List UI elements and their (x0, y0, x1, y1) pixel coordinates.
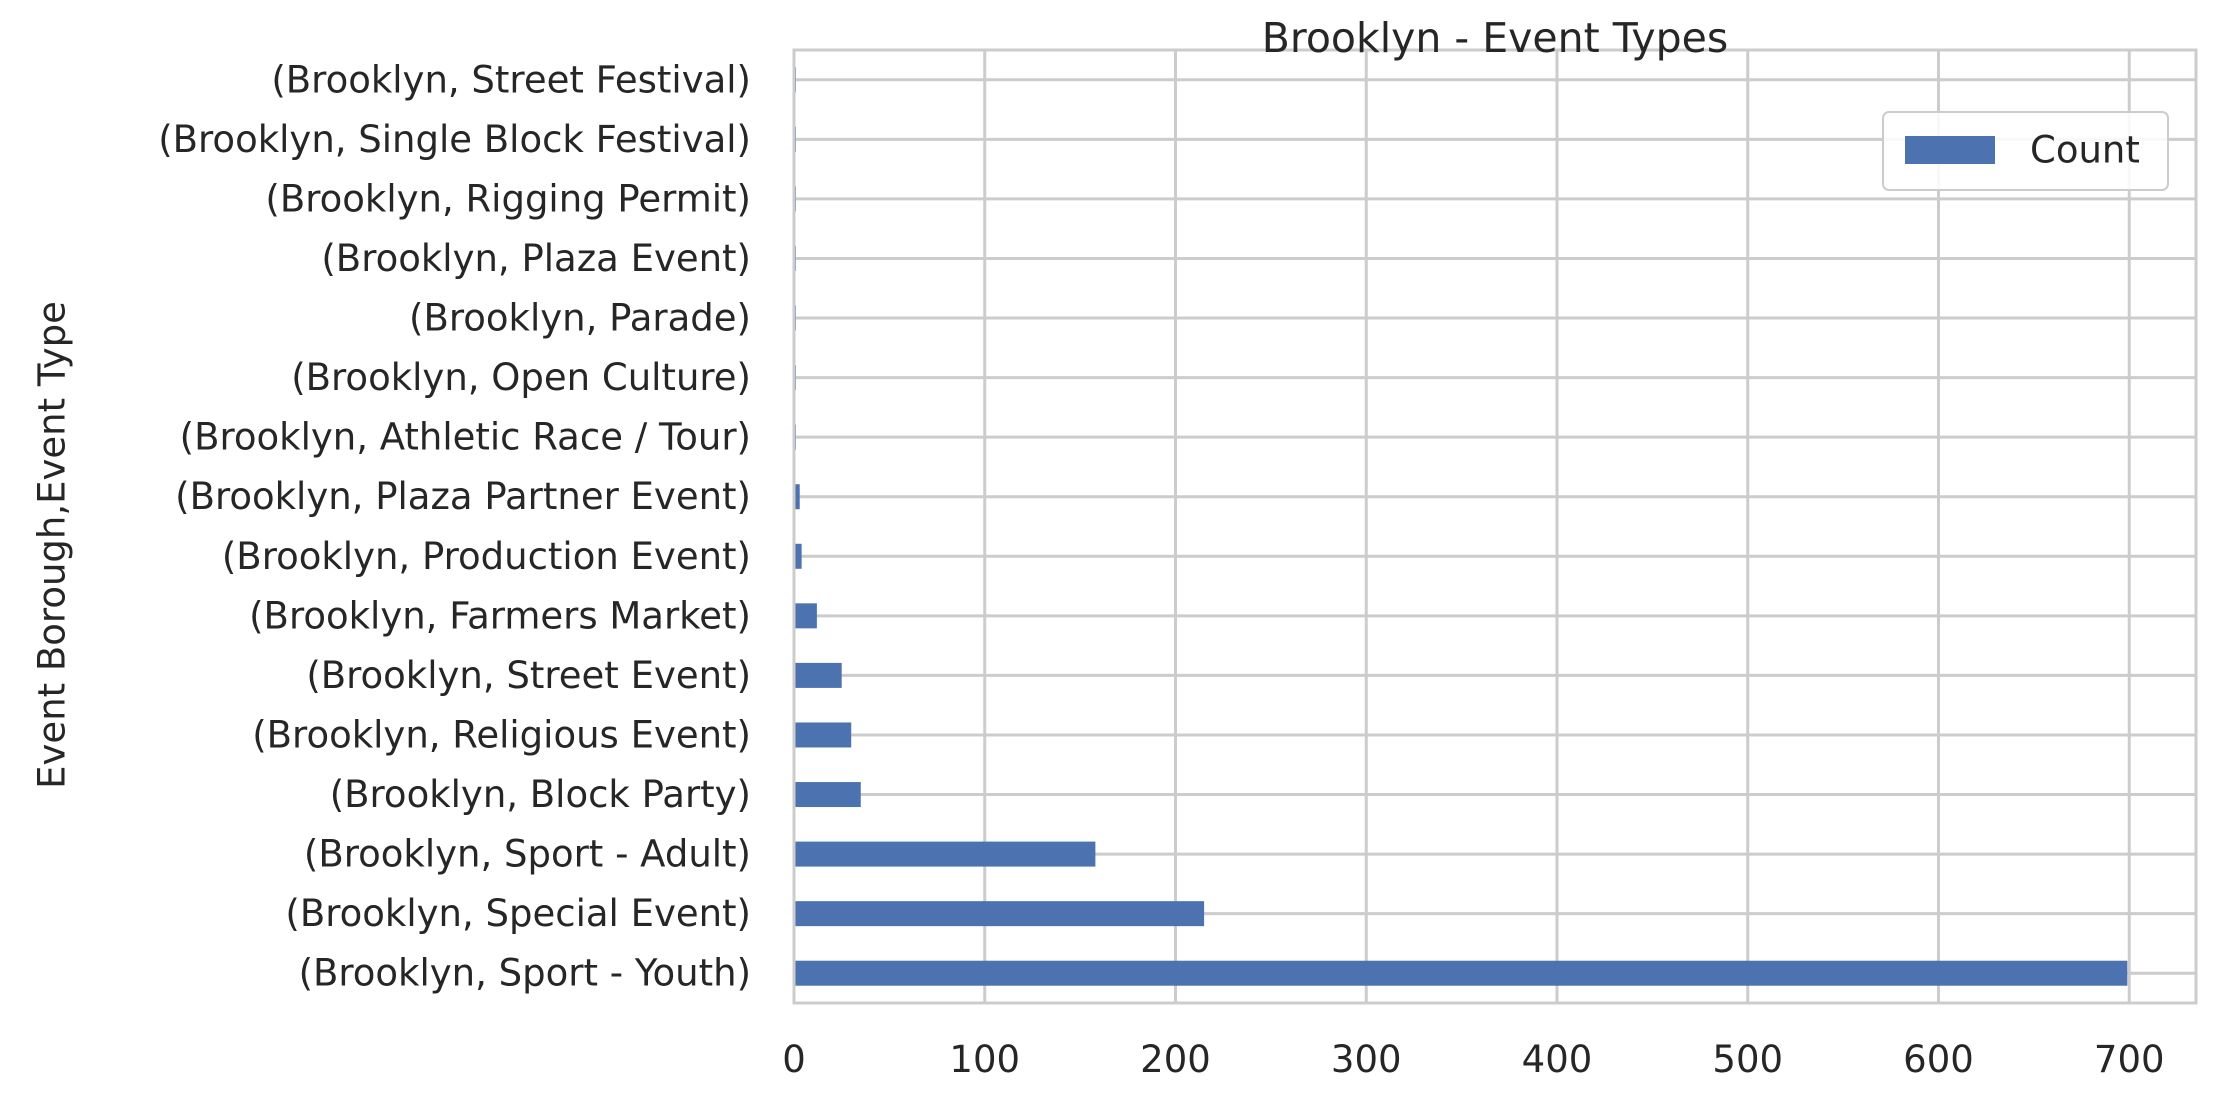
x-tick-label: 700 (2094, 1038, 2165, 1081)
bar (794, 484, 800, 510)
plot-frame (792, 48, 2198, 1005)
x-tick-labels: 0 100 200 300 400 500 600 700 (782, 1038, 2164, 1081)
x-tick-label: 400 (1522, 1038, 1593, 1081)
legend-label: Count (2030, 129, 2140, 172)
y-tick-label: (Brooklyn, Single Block Festival) (158, 118, 751, 161)
bar (794, 722, 852, 748)
y-tick-label: (Brooklyn, Sport - Adult) (304, 833, 751, 876)
x-tick-label: 500 (1712, 1038, 1783, 1081)
x-tick-label: 200 (1140, 1038, 1211, 1081)
bar (794, 841, 1096, 867)
y-tick-label: (Brooklyn, Street Event) (306, 654, 751, 697)
y-tick-label: (Brooklyn, Street Festival) (271, 58, 751, 101)
bar (794, 960, 2128, 986)
y-tick-label: (Brooklyn, Rigging Permit) (265, 177, 751, 220)
bar (794, 543, 802, 569)
y-tick-label: (Brooklyn, Special Event) (285, 892, 751, 935)
bar (794, 901, 1205, 927)
bars (794, 67, 2128, 986)
bar (794, 782, 861, 808)
y-tick-label: (Brooklyn, Production Event) (222, 535, 751, 578)
y-axis-label: Event Borough,Event Type (31, 301, 74, 789)
y-tick-label: (Brooklyn, Farmers Market) (249, 594, 751, 637)
y-tick-label: (Brooklyn, Open Culture) (291, 356, 751, 399)
bar (794, 603, 817, 629)
y-tick-labels: (Brooklyn, Sport - Youth) (Brooklyn, Spec… (158, 58, 751, 994)
legend-swatch (1905, 136, 1995, 164)
chart-title: Brooklyn - Event Types (1262, 14, 1729, 62)
legend-box (1882, 111, 2169, 191)
y-tick-label: (Brooklyn, Religious Event) (252, 713, 751, 756)
x-tick-label: 600 (1903, 1038, 1974, 1081)
y-tick-label: (Brooklyn, Sport - Youth) (299, 952, 751, 995)
y-tick-label: (Brooklyn, Parade) (409, 297, 751, 340)
y-tick-label: (Brooklyn, Athletic Race / Tour) (180, 416, 751, 459)
legend: Count (1882, 111, 2169, 191)
y-tick-label: (Brooklyn, Plaza Event) (321, 237, 751, 280)
bar (794, 662, 842, 688)
x-tick-label: 100 (949, 1038, 1020, 1081)
x-tick-label: 0 (782, 1038, 806, 1081)
y-tick-label: (Brooklyn, Plaza Partner Event) (175, 475, 751, 518)
y-tick-label: (Brooklyn, Block Party) (330, 773, 751, 816)
x-tick-label: 300 (1331, 1038, 1402, 1081)
